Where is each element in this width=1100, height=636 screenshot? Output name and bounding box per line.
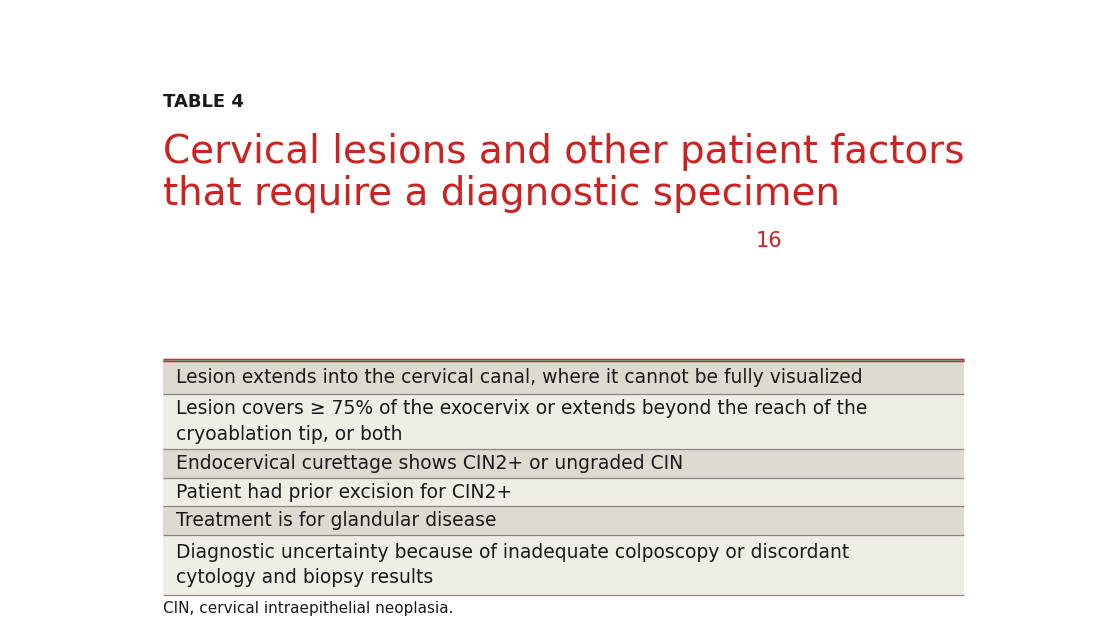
Text: Patient had prior excision for CIN2+: Patient had prior excision for CIN2+: [176, 483, 512, 502]
Bar: [163, 478, 965, 506]
Text: CIN, cervical intraepithelial neoplasia.: CIN, cervical intraepithelial neoplasia.: [163, 601, 453, 616]
Text: Cervical lesions and other patient factors
that require a diagnostic specimen: Cervical lesions and other patient facto…: [163, 133, 965, 213]
Text: Lesion covers ≥ 75% of the exocervix or extends beyond the reach of the
cryoabla: Lesion covers ≥ 75% of the exocervix or …: [176, 399, 867, 444]
Bar: [163, 535, 965, 595]
Bar: [163, 394, 965, 450]
Text: Endocervical curettage shows CIN2+ or ungraded CIN: Endocervical curettage shows CIN2+ or un…: [176, 454, 683, 473]
Text: 16: 16: [756, 231, 782, 251]
Text: Lesion extends into the cervical canal, where it cannot be fully visualized: Lesion extends into the cervical canal, …: [176, 368, 862, 387]
Bar: [163, 361, 965, 394]
Bar: [163, 506, 965, 535]
Bar: [163, 450, 965, 478]
Text: Diagnostic uncertainty because of inadequate colposcopy or discordant
cytology a: Diagnostic uncertainty because of inadeq…: [176, 543, 849, 588]
Text: TABLE 4: TABLE 4: [163, 93, 244, 111]
Text: Treatment is for glandular disease: Treatment is for glandular disease: [176, 511, 496, 530]
